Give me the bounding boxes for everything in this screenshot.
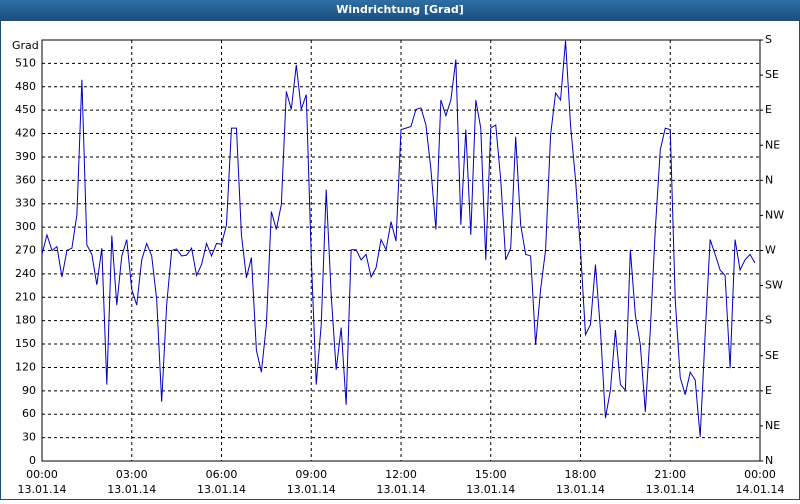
y2-tick-label: E bbox=[765, 384, 772, 397]
y2-tick-label: W bbox=[765, 244, 776, 257]
y-tick-label: 240 bbox=[15, 267, 36, 280]
frame bbox=[0, 20, 800, 500]
chart-title: Windrichtung [Grad] bbox=[336, 3, 464, 16]
y-tick-label: 390 bbox=[15, 150, 36, 163]
y2-tick-label: SW bbox=[765, 279, 783, 292]
title-bar bbox=[0, 0, 800, 20]
y2-tick-label: NE bbox=[765, 419, 780, 432]
y2-tick-label: E bbox=[765, 103, 772, 116]
x-tick-date: 13.01.14 bbox=[197, 483, 246, 496]
x-tick-label: 06:00 bbox=[206, 468, 238, 481]
y2-tick-label: SE bbox=[765, 68, 779, 81]
y2-tick-label: SE bbox=[765, 349, 779, 362]
y-tick-label: 300 bbox=[15, 220, 36, 233]
y-tick-label: 270 bbox=[15, 244, 36, 257]
x-tick-date: 13.01.14 bbox=[556, 483, 605, 496]
y-tick-label: 450 bbox=[15, 103, 36, 116]
y-tick-label: 120 bbox=[15, 360, 36, 373]
x-tick-label: 15:00 bbox=[475, 468, 507, 481]
x-tick-label: 00:00 bbox=[26, 468, 58, 481]
y-tick-label: 30 bbox=[22, 431, 36, 444]
x-tick-label: 21:00 bbox=[654, 468, 686, 481]
x-tick-label: 00:00 bbox=[744, 468, 776, 481]
x-tick-label: 18:00 bbox=[565, 468, 597, 481]
y-tick-label: 150 bbox=[15, 337, 36, 350]
y-tick-label: 420 bbox=[15, 127, 36, 140]
plot-frame bbox=[41, 39, 761, 462]
x-tick-date: 13.01.14 bbox=[377, 483, 426, 496]
x-tick-date: 13.01.14 bbox=[466, 483, 515, 496]
y2-tick-label: N bbox=[765, 173, 773, 186]
y-tick-label: 180 bbox=[15, 314, 36, 327]
y2-tick-label: NW bbox=[765, 208, 784, 221]
y-tick-label: 90 bbox=[22, 384, 36, 397]
x-tick-date: 13.01.14 bbox=[287, 483, 336, 496]
x-tick-label: 12:00 bbox=[385, 468, 417, 481]
x-tick-label: 09:00 bbox=[295, 468, 327, 481]
data-line bbox=[41, 40, 756, 437]
y-tick-label: 480 bbox=[15, 80, 36, 93]
y-tick-label: 0 bbox=[29, 454, 36, 467]
y-tick-label: 330 bbox=[15, 197, 36, 210]
x-tick-date: 14.01.14 bbox=[736, 483, 785, 496]
y-tick-label: 210 bbox=[15, 290, 36, 303]
y-tick-label: 60 bbox=[22, 407, 36, 420]
y-tick-label: 360 bbox=[15, 173, 36, 186]
y2-tick-label: S bbox=[765, 33, 772, 46]
x-tick-date: 13.01.14 bbox=[18, 483, 67, 496]
x-tick-date: 13.01.14 bbox=[107, 483, 156, 496]
y-axis-label: Grad bbox=[12, 39, 39, 52]
y2-tick-label: S bbox=[765, 314, 772, 327]
y2-tick-label: N bbox=[765, 454, 773, 467]
x-tick-date: 13.01.14 bbox=[646, 483, 695, 496]
y2-tick-label: NE bbox=[765, 138, 780, 151]
y-tick-label: 510 bbox=[15, 56, 36, 69]
x-tick-label: 03:00 bbox=[116, 468, 148, 481]
